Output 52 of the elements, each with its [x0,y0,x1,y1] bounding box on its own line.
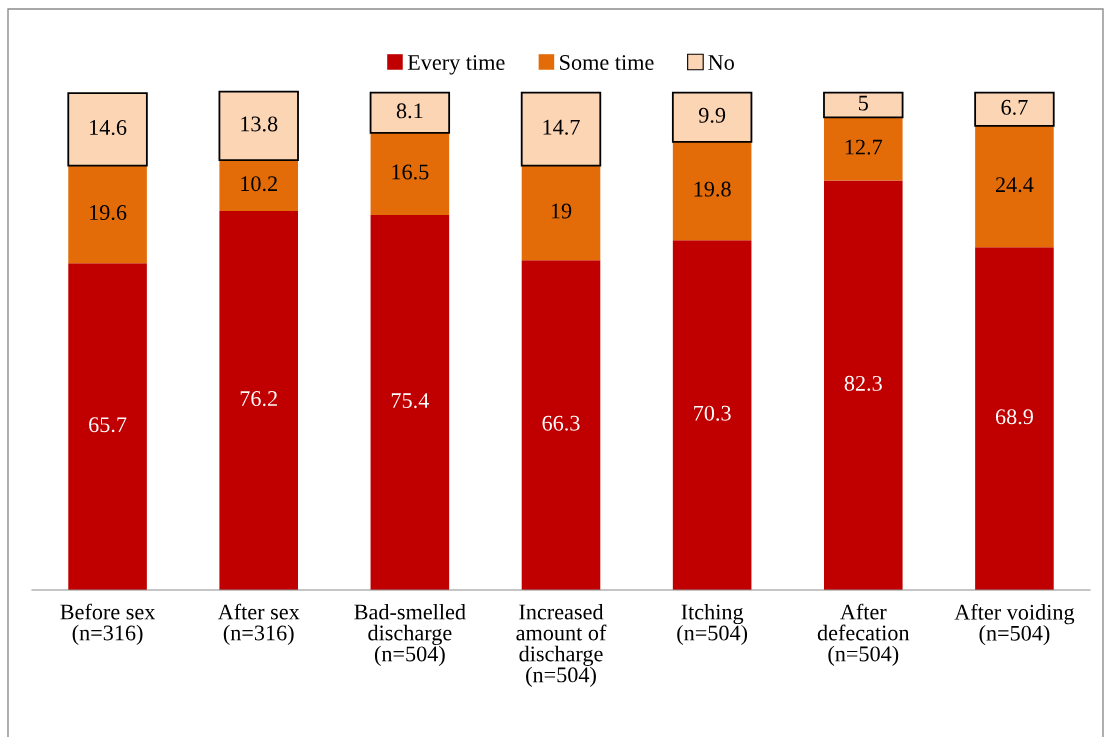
bar [370,214,450,590]
data-label: 76.2 [240,391,277,407]
bar [219,160,299,211]
data-label: 19 [551,203,572,219]
x-tick-label: Before sex (n=316) [60,603,156,645]
data-label: 68.9 [995,409,1033,425]
bar [823,180,903,590]
bar [823,117,903,181]
bar [369,91,451,134]
bar [219,210,299,590]
data-label: 12.7 [845,139,883,155]
legend-label: Some time [560,55,654,70]
data-label: 5 [859,95,868,111]
x-tick-label: After sex (n=316) [217,603,300,645]
bar [520,91,602,167]
x-tick-label: Increased amount of discharge (n=504) [516,603,607,687]
legend-label: Every time [407,55,505,75]
data-label: 19.8 [694,181,731,197]
legend-label: No [708,55,734,70]
data-label: 75.4 [391,393,429,409]
data-label: 14.7 [543,119,580,135]
bar [521,260,601,590]
bar [67,92,148,167]
bar [974,91,1055,127]
bar [521,165,601,261]
bar [672,141,752,241]
data-label: 13.8 [241,116,278,132]
x-tick-label: After defecation (n=504) [817,603,910,666]
data-label: 66.3 [542,415,580,431]
data-label: 10.2 [241,176,277,192]
bar [218,90,299,162]
data-label: 6.7 [1001,99,1028,115]
bar [370,132,450,215]
bar [975,247,1054,590]
bar [68,263,147,590]
bar [68,165,147,264]
bar [975,125,1054,248]
bar [823,91,904,119]
data-label: 9.9 [698,107,726,123]
bar [671,91,753,143]
data-label: 82.3 [844,375,882,391]
data-label: 14.6 [90,120,127,136]
x-tick-label: Itching (n=504) [677,603,748,646]
bar [672,240,752,590]
data-label: 65.7 [89,417,127,433]
data-label: 70.3 [694,405,731,421]
data-label: 8.1 [396,103,423,119]
x-tick-label: After voiding (n=504) [954,603,1075,646]
data-label: 19.6 [90,205,127,221]
data-label: 16.5 [392,164,429,180]
data-label: 24.4 [995,177,1034,193]
x-tick-label: Bad-smelled discharge (n=504) [354,603,466,666]
